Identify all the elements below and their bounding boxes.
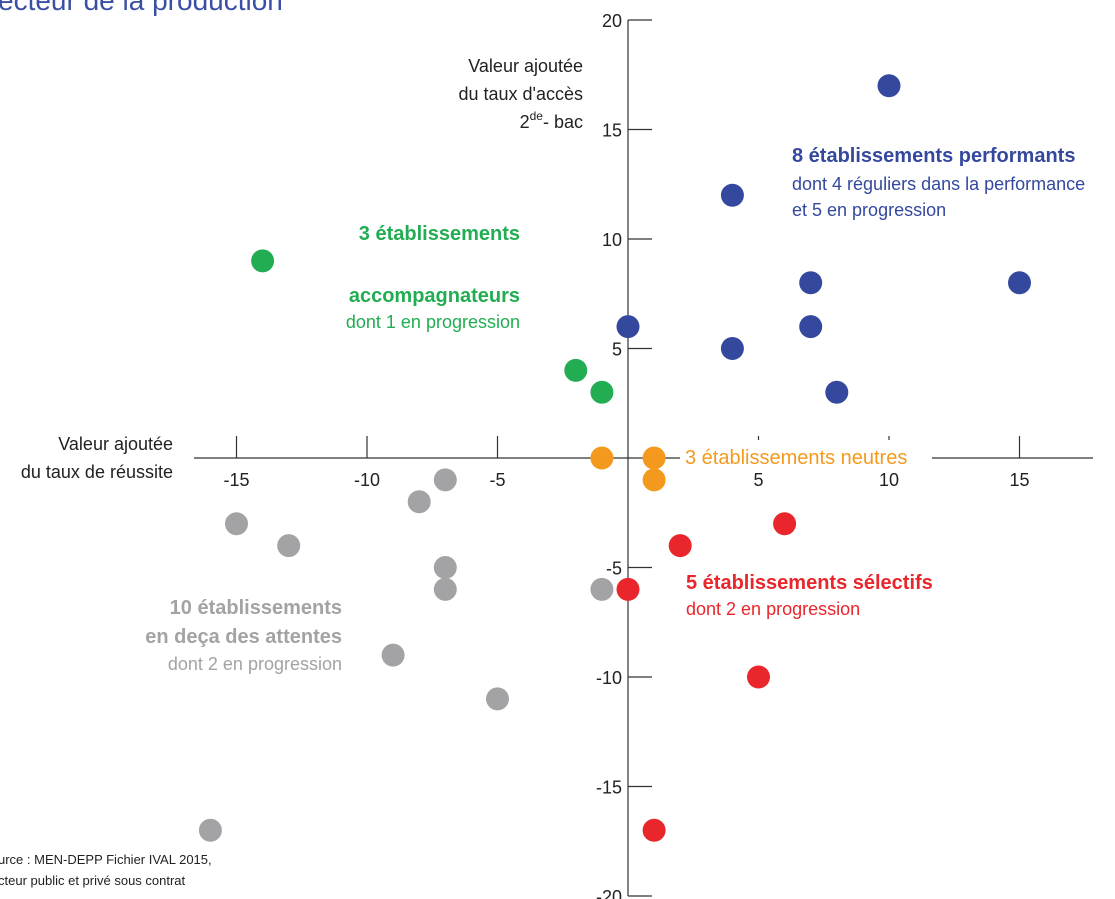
data-point-neutres <box>642 468 666 492</box>
data-point-en-deca <box>590 577 614 601</box>
annotation-selectifs: 5 établissements sélectifs dont 2 en pro… <box>686 572 933 619</box>
neutres-title: 3 établissements neutres <box>685 447 907 469</box>
accompagnateurs-title-1: 3 établissements <box>359 223 520 245</box>
y-axis-title-post: - bac <box>543 112 583 132</box>
data-point-en-deca <box>198 818 222 842</box>
selectifs-title: 5 établissements sélectifs <box>686 572 933 594</box>
data-point-selectifs <box>642 818 666 842</box>
y-tick-label: 15 <box>602 121 622 141</box>
points <box>198 74 1031 842</box>
data-point-selectifs <box>773 512 797 536</box>
data-point-en-deca <box>381 643 405 667</box>
data-point-en-deca <box>433 577 457 601</box>
y-tick-label: -15 <box>596 778 622 798</box>
y-tick-label: -10 <box>596 668 622 688</box>
data-point-accompagnateurs <box>251 249 275 273</box>
data-point-selectifs <box>747 665 770 689</box>
annotation-neutres: 3 établissements neutres <box>680 440 932 470</box>
y-tick-label: -5 <box>606 559 622 579</box>
data-point-accompagnateurs <box>564 358 588 382</box>
neutres-label-background <box>680 440 932 470</box>
performants-title: 8 établissements performants <box>792 145 1075 167</box>
y-ticks: 20 15 10 5 -5 -10 -15 -20 <box>596 11 652 899</box>
performants-sub-2: et 5 en progression <box>792 200 946 220</box>
annotation-performants: 8 établissements performants dont 4 régu… <box>792 145 1085 220</box>
x-tick-label: 5 <box>753 470 763 490</box>
data-point-performants <box>799 315 823 339</box>
annotation-accompagnateurs: 3 établissements accompagnateurs dont 1 … <box>346 223 520 332</box>
data-point-performants <box>799 271 823 295</box>
data-point-en-deca <box>433 468 457 492</box>
source-line-1: urce : MEN-DEPP Fichier IVAL 2015, <box>0 852 212 867</box>
data-point-en-deca <box>277 534 301 558</box>
data-point-en-deca <box>407 490 431 514</box>
x-tick-label: 15 <box>1009 470 1029 490</box>
x-ticks: -15 -10 -5 5 10 15 <box>223 436 1030 490</box>
y-axis-title-line-1: Valeur ajoutée <box>468 56 583 76</box>
y-axis-title-pre: 2 <box>520 112 530 132</box>
y-tick-label: 10 <box>602 230 622 250</box>
y-axis-title-line-2: du taux d'accès <box>458 84 583 104</box>
selectifs-sub: dont 2 en progression <box>686 599 860 619</box>
data-point-performants <box>720 337 744 360</box>
data-point-en-deca <box>486 687 509 711</box>
data-point-neutres <box>642 446 666 470</box>
x-tick-label: -10 <box>354 470 380 490</box>
data-point-performants <box>616 315 640 339</box>
x-tick-label: -15 <box>223 470 249 490</box>
data-point-performants <box>1008 271 1031 295</box>
en-deca-title-2: en deça des attentes <box>145 626 342 648</box>
y-tick-label: -20 <box>596 887 622 899</box>
data-point-performants <box>825 380 849 404</box>
x-axis-title-line-2: du taux de réussite <box>21 462 173 482</box>
data-point-performants <box>720 183 744 207</box>
y-axis-title-line-3: 2de- bac <box>520 109 583 132</box>
y-axis-title-sup: de <box>530 109 544 123</box>
data-point-selectifs <box>668 534 692 558</box>
annotation-en-deca: 10 établissements en deça des attentes d… <box>145 597 342 674</box>
data-point-performants <box>877 74 901 98</box>
data-point-en-deca <box>225 512 248 536</box>
accompagnateurs-sub: dont 1 en progression <box>346 312 520 332</box>
accompagnateurs-title-2: accompagnateurs <box>349 285 520 307</box>
data-point-en-deca <box>433 556 457 579</box>
x-tick-label: -5 <box>489 470 505 490</box>
page-title: ecteur de la production <box>0 0 283 16</box>
data-point-neutres <box>590 446 614 470</box>
y-tick-label: 20 <box>602 11 622 31</box>
x-tick-label: 10 <box>879 470 899 490</box>
performants-sub-1: dont 4 réguliers dans la performance <box>792 174 1085 194</box>
en-deca-title-1: 10 établissements <box>170 597 342 619</box>
source-line-2: cteur public et privé sous contrat <box>0 873 186 888</box>
x-axis-title-line-1: Valeur ajoutée <box>58 434 173 454</box>
en-deca-sub: dont 2 en progression <box>168 654 342 674</box>
y-tick-label: 5 <box>612 340 622 360</box>
data-point-accompagnateurs <box>590 380 614 404</box>
data-point-selectifs <box>616 577 640 601</box>
